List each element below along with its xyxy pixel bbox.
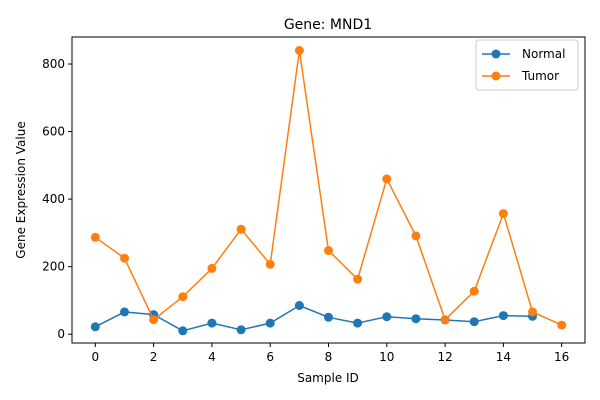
x-tick-label: 16	[554, 350, 569, 364]
data-point-tumor	[90, 232, 100, 242]
y-tick-label: 800	[42, 57, 65, 71]
data-point-normal	[120, 307, 129, 317]
y-tick-label: 200	[42, 260, 65, 274]
x-axis-label: Sample ID	[297, 371, 359, 385]
legend-box	[475, 39, 579, 91]
y-tick-label: 600	[42, 125, 65, 139]
x-tick-label: 2	[150, 350, 158, 364]
data-point-normal	[236, 325, 246, 335]
axis-ticks: 0 2 4 6 8 10 12 14 16 0 200 400 600 800	[42, 57, 569, 364]
data-point-tumor	[294, 46, 304, 55]
data-point-tumor	[265, 259, 275, 269]
legend: Normal Tumor	[475, 39, 579, 91]
x-tick-label: 6	[266, 350, 274, 364]
x-tick-label: 4	[208, 350, 216, 364]
data-point-tumor	[178, 292, 188, 302]
legend-marker-tumor	[491, 71, 501, 81]
series-line-normal	[94, 304, 533, 332]
data-point-tumor	[440, 315, 450, 325]
data-point-tumor	[382, 174, 392, 184]
data-point-tumor	[149, 315, 159, 325]
x-tick-label: 12	[437, 350, 452, 364]
y-axis-label: Gene Expression Value	[14, 121, 28, 258]
data-point-normal	[353, 318, 363, 328]
y-tick-label: 0	[57, 327, 65, 341]
data-point-normal	[469, 317, 479, 327]
data-point-normal	[411, 314, 421, 324]
data-point-normal	[324, 312, 333, 322]
chart-title: Gene: MND1	[284, 17, 372, 33]
data-point-tumor	[498, 209, 508, 219]
data-point-tumor	[469, 286, 479, 296]
data-point-tumor	[528, 307, 537, 317]
x-tick-label: 8	[325, 350, 333, 364]
plot-area	[90, 46, 567, 336]
data-point-tumor	[207, 263, 217, 273]
data-point-normal	[178, 326, 188, 336]
data-point-tumor	[557, 320, 567, 330]
series-line-tumor	[94, 49, 563, 326]
legend-label-normal: Normal	[522, 47, 565, 61]
legend-marker-normal	[491, 49, 501, 59]
data-point-tumor	[236, 224, 246, 234]
data-point-normal	[294, 301, 304, 310]
data-point-tumor	[324, 246, 333, 255]
data-point-normal	[90, 322, 100, 332]
data-point-normal	[265, 318, 275, 328]
data-point-tumor	[353, 274, 363, 284]
data-point-normal	[382, 312, 392, 322]
y-tick-label: 400	[42, 192, 65, 206]
data-point-normal	[498, 311, 508, 321]
legend-label-tumor: Tumor	[521, 69, 559, 83]
data-point-normal	[207, 318, 217, 328]
x-tick-label: 14	[496, 350, 511, 364]
x-tick-label: 10	[379, 350, 394, 364]
x-tick-label: 0	[91, 350, 99, 364]
data-point-tumor	[411, 231, 421, 241]
data-point-tumor	[120, 253, 129, 263]
